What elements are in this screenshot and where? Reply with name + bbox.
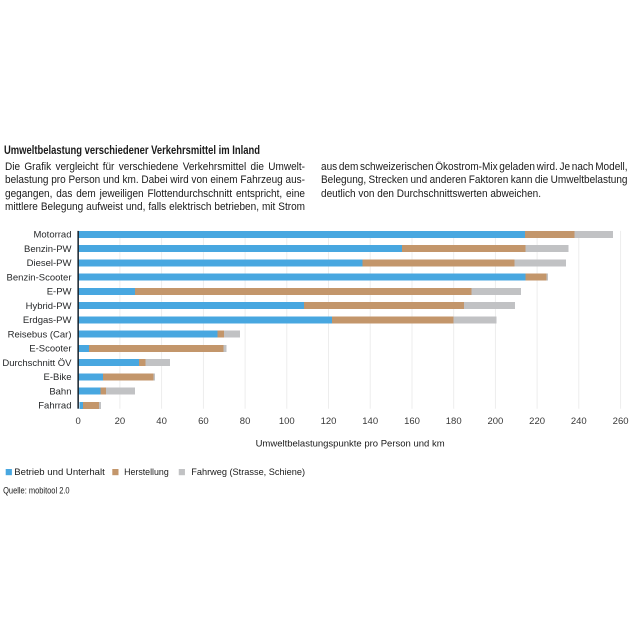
svg-text:Reisebus (Car): Reisebus (Car) bbox=[8, 329, 72, 340]
svg-text:Diesel-PW: Diesel-PW bbox=[27, 258, 72, 269]
svg-text:80: 80 bbox=[240, 416, 251, 427]
svg-text:Fahrrad: Fahrrad bbox=[38, 401, 71, 412]
svg-text:Benzin-Scooter: Benzin-Scooter bbox=[7, 272, 72, 283]
svg-text:E-PW: E-PW bbox=[47, 287, 72, 298]
svg-text:Benzin-PW: Benzin-PW bbox=[24, 244, 72, 255]
svg-text:Bahn: Bahn bbox=[49, 386, 71, 397]
svg-text:220: 220 bbox=[529, 416, 545, 427]
svg-text:160: 160 bbox=[404, 416, 420, 427]
svg-text:Durchschnitt ÖV: Durchschnitt ÖV bbox=[2, 358, 72, 369]
svg-text:Motorrad: Motorrad bbox=[33, 230, 71, 241]
svg-text:E-Scooter: E-Scooter bbox=[29, 344, 71, 355]
svg-text:40: 40 bbox=[156, 416, 167, 427]
svg-text:60: 60 bbox=[198, 416, 209, 427]
svg-text:Erdgas-PW: Erdgas-PW bbox=[23, 315, 72, 326]
svg-text:240: 240 bbox=[571, 416, 587, 427]
svg-text:0: 0 bbox=[76, 416, 81, 427]
svg-text:140: 140 bbox=[362, 416, 378, 427]
svg-text:180: 180 bbox=[446, 416, 462, 427]
svg-text:260: 260 bbox=[613, 416, 629, 427]
svg-text:Fahrweg (Strasse, Schiene): Fahrweg (Strasse, Schiene) bbox=[191, 467, 305, 478]
svg-text:200: 200 bbox=[487, 416, 503, 427]
svg-text:20: 20 bbox=[115, 416, 126, 427]
svg-text:Herstellung: Herstellung bbox=[124, 467, 169, 478]
svg-text:120: 120 bbox=[321, 416, 337, 427]
svg-text:Umweltbelastungspunkte pro Per: Umweltbelastungspunkte pro Person und km bbox=[256, 439, 445, 450]
svg-text:Betrieb und Unterhalt: Betrieb und Unterhalt bbox=[14, 467, 105, 478]
svg-text:Hybrid-PW: Hybrid-PW bbox=[26, 301, 72, 312]
svg-text:100: 100 bbox=[279, 416, 295, 427]
svg-text:E-Bike: E-Bike bbox=[44, 372, 72, 383]
svg-text:Quelle: mobitool 2.0: Quelle: mobitool 2.0 bbox=[3, 485, 70, 495]
